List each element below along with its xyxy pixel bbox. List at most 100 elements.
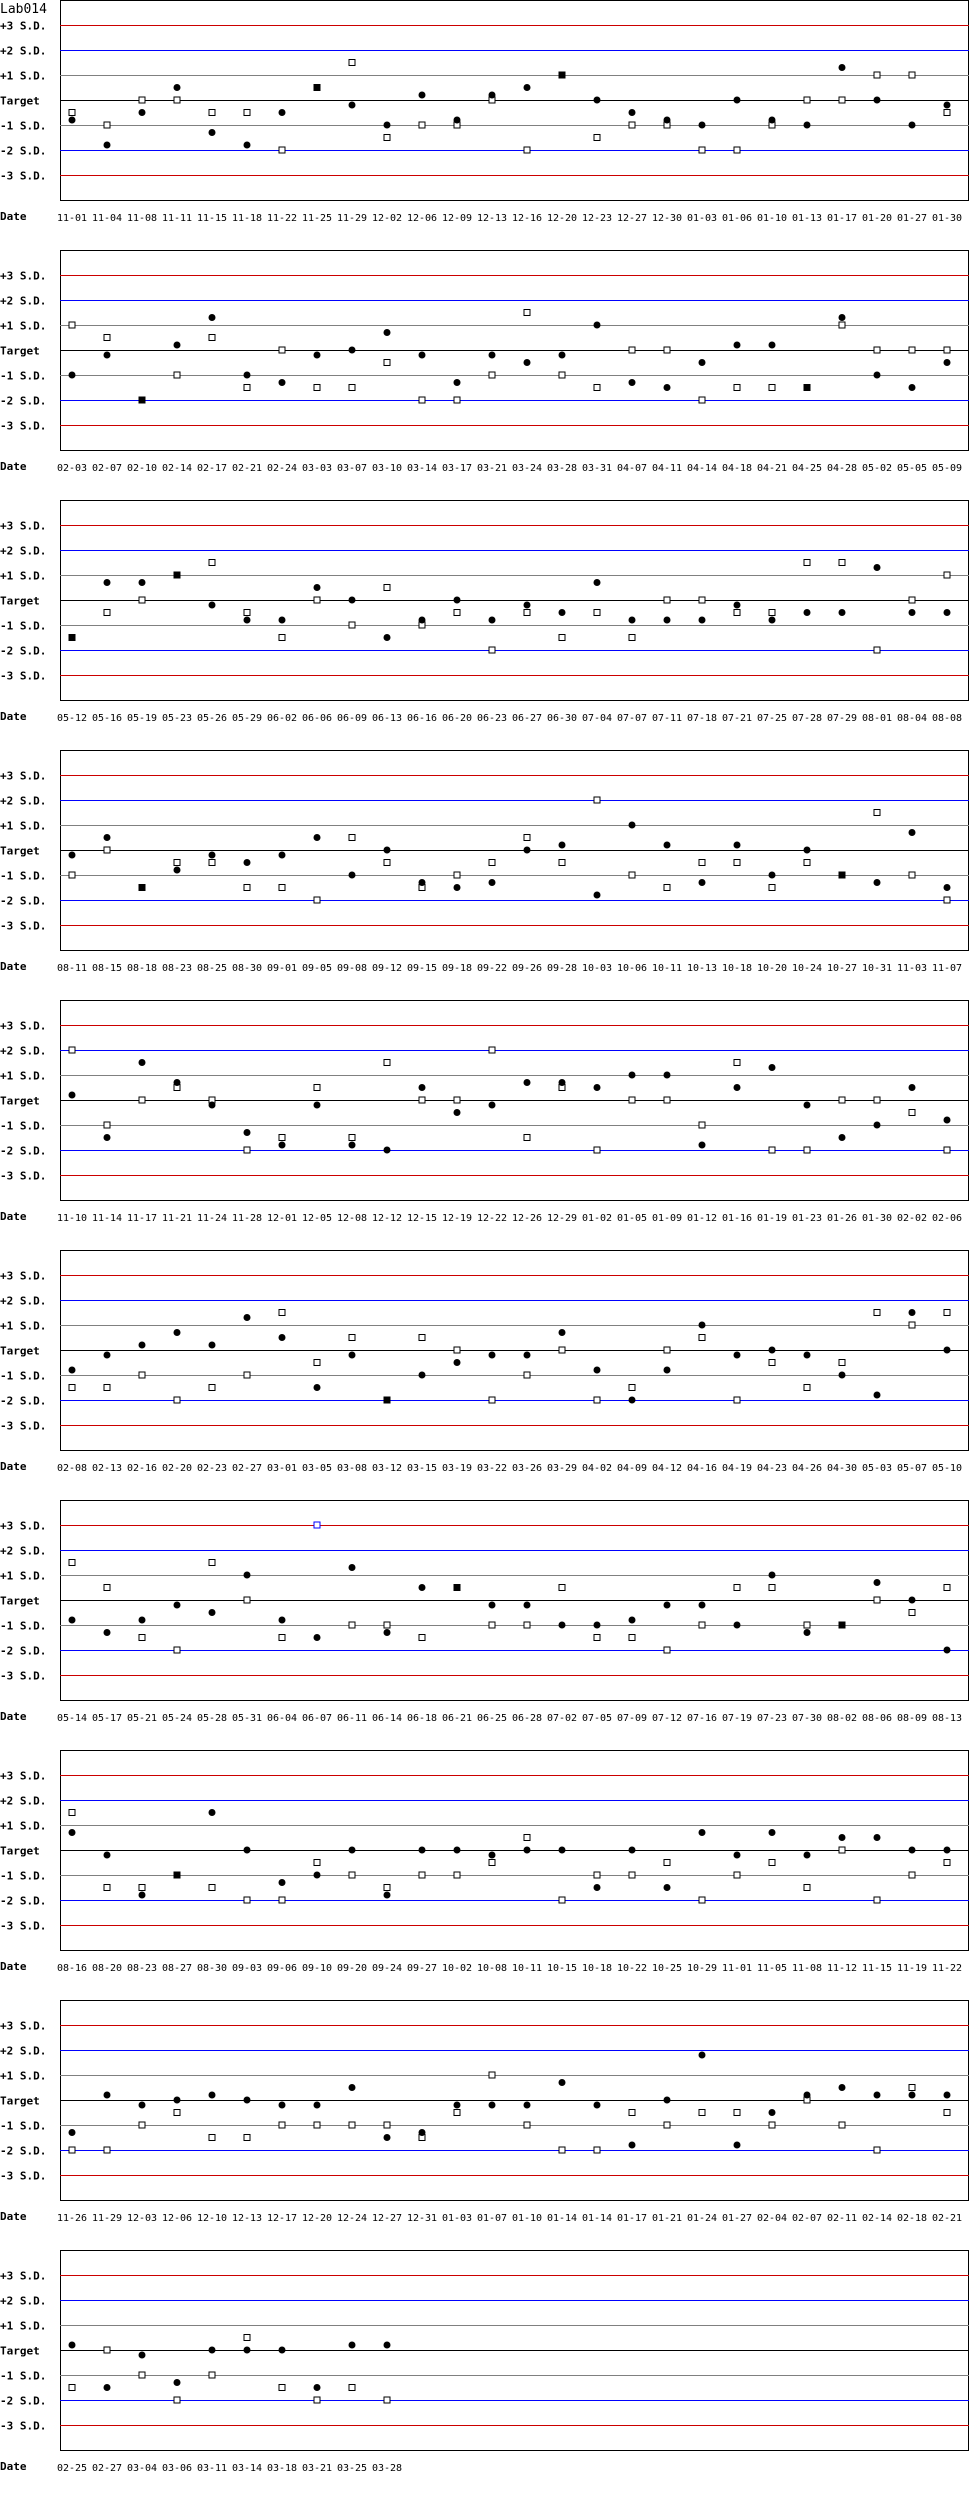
x-tick-label: 02-16 xyxy=(127,1463,157,1474)
filled-circle-point xyxy=(803,121,811,129)
x-tick-label: 03-29 xyxy=(547,1463,577,1474)
filled-circle-point xyxy=(173,1601,181,1609)
filled-circle-point xyxy=(243,2346,251,2354)
filled-circle-point xyxy=(908,609,916,616)
y-tick-label: +3 S.D. xyxy=(0,1020,46,1033)
open-square-point xyxy=(628,1096,636,1104)
filled-circle-point xyxy=(838,314,846,321)
open-square-point xyxy=(348,59,356,66)
x-tick-label: 06-07 xyxy=(302,1713,332,1724)
filled-circle-point xyxy=(453,1359,461,1366)
x-tick-label: 03-05 xyxy=(302,1463,332,1474)
open-square-point xyxy=(453,2109,461,2116)
filled-circle-point xyxy=(838,1134,846,1141)
open-square-point xyxy=(348,834,356,841)
open-square-point xyxy=(768,609,776,616)
open-square-point xyxy=(348,1621,356,1629)
filled-circle-point xyxy=(733,2141,741,2149)
x-tick-label: 01-10 xyxy=(512,2213,542,2224)
x-tick-label: 02-25 xyxy=(57,2463,87,2474)
x-tick-label: 03-17 xyxy=(442,463,472,474)
filled-circle-point xyxy=(68,1366,76,1374)
filled-circle-point xyxy=(488,1101,496,1109)
x-tick-label: 01-19 xyxy=(757,1213,787,1224)
x-tick-label: 09-15 xyxy=(407,963,437,974)
open-square-point xyxy=(593,384,601,391)
x-tick-label: 01-14 xyxy=(547,2213,577,2224)
open-square-point xyxy=(208,1384,216,1391)
filled-circle-point xyxy=(488,1851,496,1859)
filled-circle-point xyxy=(593,2101,601,2109)
filled-circle-point xyxy=(943,359,951,366)
x-tick-label: 09-12 xyxy=(372,963,402,974)
x-axis-label: Date xyxy=(0,1210,27,1223)
x-tick-label: 12-15 xyxy=(407,1213,437,1224)
y-tick-label: +3 S.D. xyxy=(0,2270,46,2283)
filled-circle-point xyxy=(873,2091,881,2099)
x-tick-label: 12-29 xyxy=(547,1213,577,1224)
y-tick-label: Target xyxy=(0,1845,40,1858)
open-square-point xyxy=(733,2109,741,2116)
filled-circle-point xyxy=(943,2091,951,2099)
filled-circle-point xyxy=(943,1646,951,1654)
x-tick-label: 04-14 xyxy=(687,463,717,474)
open-square-point xyxy=(138,1884,146,1891)
y-tick-label: Target xyxy=(0,595,40,608)
filled-square-point xyxy=(138,396,146,404)
open-square-point xyxy=(453,609,461,616)
filled-circle-point xyxy=(278,851,286,859)
filled-circle-point xyxy=(208,1809,216,1816)
filled-circle-point xyxy=(418,351,426,359)
filled-circle-point xyxy=(943,1116,951,1124)
filled-circle-point xyxy=(103,2091,111,2099)
x-tick-label: 02-21 xyxy=(932,2213,962,2224)
x-tick-label: 11-04 xyxy=(92,213,122,224)
open-square-point xyxy=(138,1096,146,1104)
filled-circle-point xyxy=(523,359,531,366)
x-tick-label: 11-25 xyxy=(302,213,332,224)
y-tick-label: -2 S.D. xyxy=(0,895,46,908)
open-square-point xyxy=(873,1896,881,1904)
filled-circle-point xyxy=(628,821,636,829)
x-tick-label: 02-04 xyxy=(757,2213,787,2224)
filled-circle-point xyxy=(348,871,356,879)
y-tick-label: +3 S.D. xyxy=(0,20,46,33)
open-square-point xyxy=(488,1859,496,1866)
open-square-point xyxy=(663,596,671,604)
x-tick-label: 02-14 xyxy=(862,2213,892,2224)
filled-circle-point xyxy=(173,341,181,349)
x-tick-label: 10-31 xyxy=(862,963,892,974)
x-tick-label: 06-09 xyxy=(337,713,367,724)
y-tick-label: Target xyxy=(0,2345,40,2358)
filled-circle-point xyxy=(803,1351,811,1359)
filled-circle-point xyxy=(488,879,496,886)
filled-circle-point xyxy=(558,609,566,616)
x-tick-label: 02-27 xyxy=(232,1463,262,1474)
x-axis-label: Date xyxy=(0,460,27,473)
y-tick-label: -1 S.D. xyxy=(0,2370,46,2383)
open-square-point xyxy=(593,2146,601,2154)
y-tick-label: +2 S.D. xyxy=(0,45,46,58)
x-tick-label: 08-16 xyxy=(57,1963,87,1974)
open-square-point xyxy=(243,109,251,116)
x-tick-label: 01-12 xyxy=(687,1213,717,1224)
y-tick-label: -2 S.D. xyxy=(0,2395,46,2408)
filled-circle-point xyxy=(628,2141,636,2149)
x-tick-label: 05-23 xyxy=(162,713,192,724)
x-tick-label: 12-26 xyxy=(512,1213,542,1224)
filled-circle-point xyxy=(558,841,566,849)
open-square-point xyxy=(313,596,321,604)
filled-circle-point xyxy=(523,1351,531,1359)
open-square-point xyxy=(103,609,111,616)
x-tick-label: 07-07 xyxy=(617,713,647,724)
x-tick-label: 04-16 xyxy=(687,1463,717,1474)
filled-circle-point xyxy=(383,1629,391,1636)
open-square-point xyxy=(943,1584,951,1591)
x-tick-label: 07-04 xyxy=(582,713,612,724)
x-tick-label: 06-30 xyxy=(547,713,577,724)
filled-square-point xyxy=(138,884,146,891)
x-tick-label: 08-30 xyxy=(197,1963,227,1974)
open-square-point xyxy=(558,634,566,641)
open-square-point xyxy=(908,596,916,604)
x-tick-label: 12-13 xyxy=(232,2213,262,2224)
